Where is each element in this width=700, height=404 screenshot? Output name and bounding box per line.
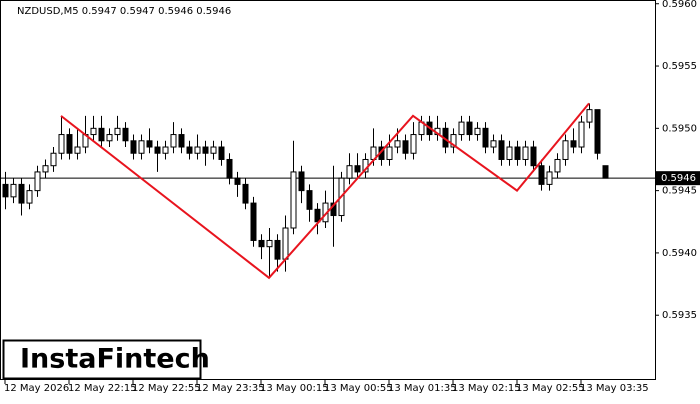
- candle-body: [586, 109, 593, 123]
- logo-text: InstaFintech: [20, 344, 210, 375]
- candle-body: [194, 146, 201, 154]
- candle-body: [234, 177, 241, 185]
- candle-body: [482, 127, 489, 148]
- x-tick-label: 12 May 2026: [4, 383, 69, 394]
- x-tick-label: 13 May 02:15: [452, 383, 521, 394]
- y-tick-label: 0.5955: [662, 61, 697, 72]
- candle-body: [474, 127, 481, 136]
- pattern-line: [60, 102, 590, 280]
- price-label: 0.5946: [661, 173, 696, 184]
- x-tick-label: 13 May 03:35: [580, 383, 649, 394]
- candle-body: [306, 190, 313, 210]
- x-tick-label: 12 May 22:55: [132, 383, 201, 394]
- candle-body: [258, 239, 265, 248]
- x-tick-label: 13 May 02:55: [516, 383, 585, 394]
- candle-body: [26, 190, 33, 204]
- candle-body: [314, 208, 321, 223]
- y-tick-label: 0.5960: [662, 0, 697, 10]
- candle-body: [522, 146, 529, 160]
- candle-body: [554, 158, 561, 173]
- candle-body: [290, 171, 297, 229]
- candle-body: [154, 146, 161, 154]
- candle-body: [226, 158, 233, 179]
- candle-body: [570, 140, 577, 148]
- candle-body: [594, 109, 601, 154]
- candle-body: [186, 146, 193, 154]
- logo: InstaFintech: [2, 339, 210, 380]
- candle-body: [170, 134, 177, 148]
- candle-body: [346, 165, 353, 179]
- candle-body: [498, 140, 505, 160]
- candle-body: [298, 171, 305, 192]
- candle-body: [10, 183, 17, 198]
- candle-body: [490, 140, 497, 148]
- y-tick-label: 0.5945: [662, 186, 697, 197]
- candle-body: [242, 183, 249, 204]
- candle-body: [354, 165, 361, 173]
- y-tick-label: 0.5935: [662, 310, 697, 321]
- candle-body: [130, 140, 137, 154]
- candle-body: [546, 171, 553, 185]
- candle-body: [178, 134, 185, 148]
- candle-body: [42, 165, 49, 173]
- candle-body: [18, 183, 25, 204]
- candle-body: [122, 127, 129, 142]
- logo-box: [2, 339, 202, 380]
- candle-body: [530, 146, 537, 167]
- candle-body: [90, 127, 97, 136]
- candle-body: [506, 146, 513, 160]
- candle-body: [394, 140, 401, 148]
- y-tick-label: 0.5940: [662, 248, 697, 259]
- candle-body: [210, 146, 217, 154]
- candle-body: [538, 165, 545, 185]
- chart-title: NZDUSD,M5 0.5947 0.5947 0.5946 0.5946: [17, 6, 231, 17]
- candle-body: [2, 183, 9, 198]
- candle-body: [114, 127, 121, 136]
- plot-frame: [0, 0, 656, 380]
- candle-body: [562, 140, 569, 160]
- candle-body: [266, 239, 273, 248]
- candle-body: [578, 121, 585, 148]
- candle-body: [274, 239, 281, 260]
- candle-body: [250, 202, 257, 241]
- candle-body: [106, 134, 113, 142]
- candle-body: [466, 121, 473, 136]
- candle-body: [74, 146, 81, 154]
- candle-body: [450, 134, 457, 148]
- x-tick-label: 12 May 22:15: [68, 383, 137, 394]
- candle-body: [50, 152, 57, 167]
- price-label-box: [656, 171, 700, 186]
- candle-body: [602, 165, 609, 179]
- x-tick-label: 12 May 23:35: [196, 383, 265, 394]
- x-tick-label: 13 May 01:35: [388, 383, 457, 394]
- candle-body: [138, 140, 145, 154]
- x-tick-label: 13 May 00:55: [324, 383, 393, 394]
- candle-body: [66, 134, 73, 154]
- candle-body: [34, 171, 41, 192]
- candle-body: [202, 146, 209, 154]
- candle-body: [386, 146, 393, 160]
- candle-body: [162, 146, 169, 154]
- y-tick-label: 0.5950: [662, 123, 697, 134]
- candle-body: [514, 146, 521, 160]
- candle-body: [410, 134, 417, 154]
- candle-body: [146, 140, 153, 148]
- candle-body: [282, 227, 289, 260]
- x-tick-label: 13 May 00:15: [260, 383, 329, 394]
- candle-body: [458, 121, 465, 136]
- candle-body: [218, 146, 225, 160]
- candle-body: [402, 140, 409, 154]
- candle-body: [58, 134, 65, 154]
- candle-body: [98, 127, 105, 142]
